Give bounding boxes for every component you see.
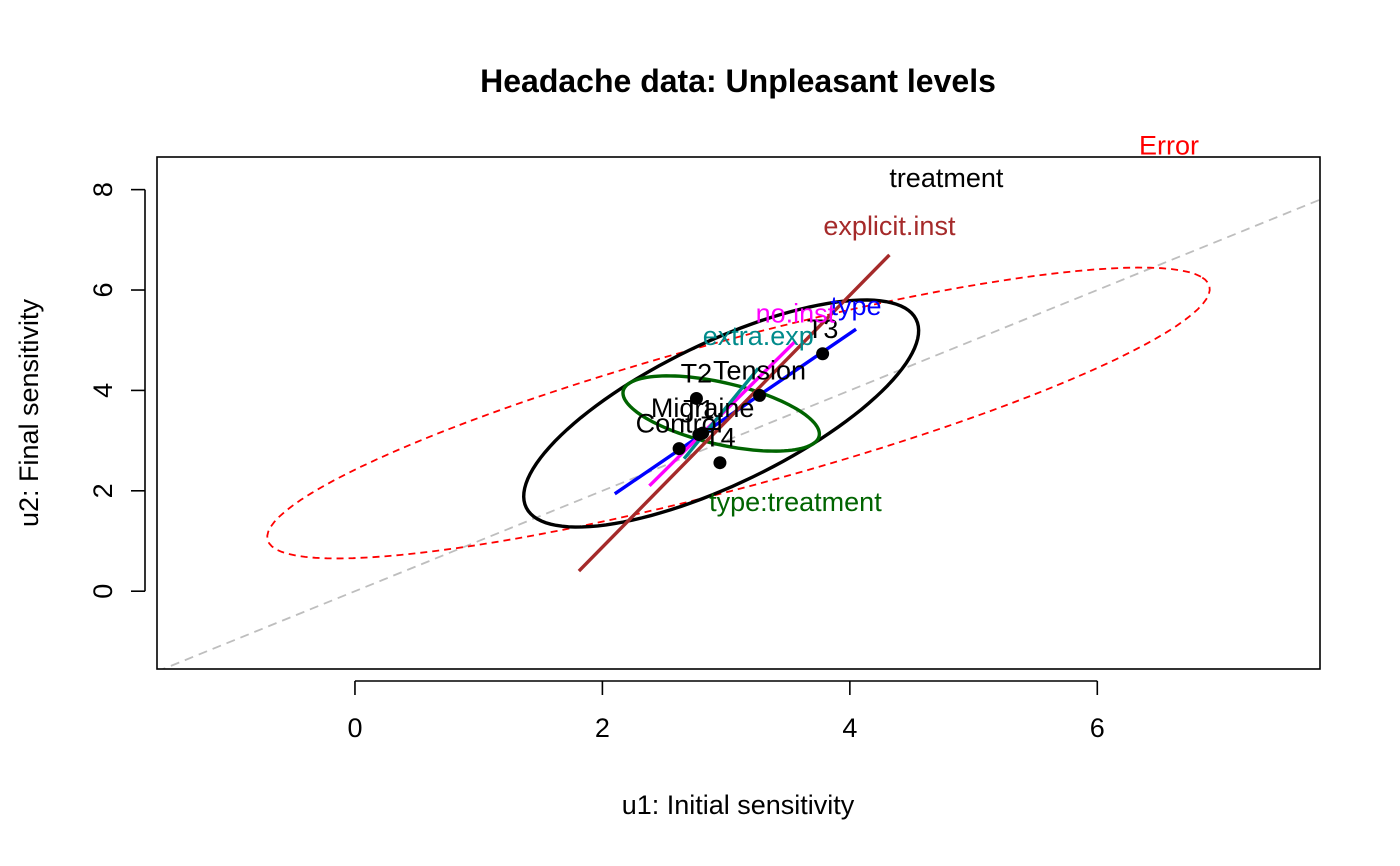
ellipse-label-type: type (831, 291, 882, 321)
x-axis: 0 2 4 6 (347, 680, 1105, 743)
reference-line-layer (160, 198, 1320, 669)
point-label-t2: T2 (681, 358, 713, 388)
ellipse-treatment (522, 298, 921, 529)
point-label-control: Control (636, 409, 723, 439)
y-axis-label: u2: Final sensitivity (14, 298, 44, 527)
hypothesis-line-extra-exp (682, 367, 760, 460)
y-tick-label: 4 (88, 383, 118, 398)
ellipse-label-type-treatment: type:treatment (709, 487, 882, 517)
point-label-migraine: Migraine (651, 393, 755, 423)
point-migraine (696, 426, 710, 440)
y-tick-label: 2 (88, 483, 118, 498)
y-axis: 0 2 4 6 8 (88, 182, 146, 599)
point-label-t1: T1 (683, 395, 715, 425)
point-label-t3: T3 (807, 314, 839, 344)
ellipse-label-extra-exp: extra.exp (703, 321, 814, 351)
x-tick-label: 6 (1090, 713, 1105, 743)
point-tension (753, 388, 767, 402)
ellipses-layer (266, 266, 1211, 560)
reference-line (160, 198, 1320, 669)
point-label-tension: Tension (713, 355, 806, 385)
hypothesis-line-explicit-inst (577, 253, 891, 573)
point-label-t4: T4 (704, 423, 736, 453)
x-tick-label: 4 (842, 713, 857, 743)
ellipse-label-no-inst: no.inst (756, 299, 836, 329)
y-tick-label: 6 (88, 283, 118, 298)
point-t2 (689, 391, 703, 405)
ellipse-label-error: Error (1139, 130, 1199, 160)
point-t3 (816, 347, 830, 361)
hypothesis-lines-layer (577, 253, 891, 573)
ellipse-labels-layer: Error treatment explicit.inst typeno.instex… (703, 130, 1199, 516)
ellipse-label-treatment: treatment (889, 163, 1004, 193)
x-axis-label: u1: Initial sensitivity (622, 790, 855, 820)
ellipse-label-explicit-inst: explicit.inst (823, 211, 956, 241)
chart-title: Headache data: Unpleasant levels (480, 63, 996, 99)
y-tick-label: 8 (88, 182, 118, 197)
x-tick-label: 2 (595, 713, 610, 743)
point-control (672, 442, 686, 456)
ellipse-error (266, 266, 1211, 560)
ellipse-type-treatment (621, 374, 822, 453)
y-tick-label: 0 (88, 584, 118, 599)
plot-layers (160, 198, 1320, 669)
points-layer (672, 347, 830, 470)
point-t4 (713, 456, 727, 470)
x-tick-label: 0 (347, 713, 362, 743)
plot-frame (156, 156, 1321, 670)
